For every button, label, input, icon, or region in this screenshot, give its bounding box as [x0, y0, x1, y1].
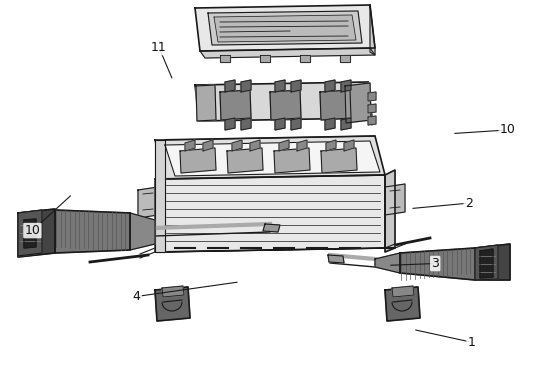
Text: 10: 10 — [25, 224, 40, 237]
Polygon shape — [344, 140, 354, 151]
Polygon shape — [214, 15, 356, 42]
Text: 10: 10 — [500, 123, 516, 137]
Polygon shape — [275, 80, 285, 92]
Polygon shape — [325, 118, 335, 130]
Polygon shape — [208, 11, 362, 45]
Polygon shape — [155, 248, 395, 252]
Polygon shape — [368, 82, 372, 125]
Polygon shape — [275, 118, 285, 130]
Polygon shape — [155, 140, 165, 252]
Polygon shape — [260, 55, 270, 62]
Polygon shape — [385, 170, 395, 252]
Polygon shape — [155, 287, 190, 321]
Polygon shape — [375, 253, 400, 273]
Polygon shape — [180, 148, 216, 173]
Polygon shape — [368, 104, 376, 113]
Text: 2: 2 — [465, 197, 473, 210]
Polygon shape — [385, 287, 420, 321]
Polygon shape — [155, 136, 385, 179]
Polygon shape — [385, 184, 405, 215]
Text: 3: 3 — [431, 257, 439, 270]
Polygon shape — [326, 140, 336, 151]
Polygon shape — [263, 224, 280, 232]
Polygon shape — [321, 148, 357, 173]
Polygon shape — [328, 255, 344, 263]
Polygon shape — [291, 80, 301, 92]
Polygon shape — [55, 210, 130, 253]
Polygon shape — [220, 55, 230, 62]
Polygon shape — [341, 80, 351, 92]
Polygon shape — [279, 140, 289, 151]
Polygon shape — [475, 244, 510, 280]
Polygon shape — [155, 175, 385, 252]
Polygon shape — [370, 5, 375, 55]
Polygon shape — [241, 118, 251, 130]
Polygon shape — [400, 248, 475, 280]
Polygon shape — [185, 140, 195, 151]
Text: 1: 1 — [468, 336, 475, 349]
Polygon shape — [300, 55, 310, 62]
Polygon shape — [340, 55, 350, 62]
Polygon shape — [297, 140, 307, 151]
Polygon shape — [130, 213, 155, 250]
Polygon shape — [232, 140, 242, 151]
Polygon shape — [227, 148, 263, 173]
Polygon shape — [195, 82, 372, 121]
Polygon shape — [345, 83, 371, 123]
Polygon shape — [475, 245, 498, 280]
Polygon shape — [368, 92, 376, 101]
Polygon shape — [274, 148, 310, 173]
Polygon shape — [341, 118, 351, 130]
Polygon shape — [162, 286, 184, 297]
Polygon shape — [165, 141, 380, 176]
Polygon shape — [195, 5, 375, 51]
Text: 11: 11 — [151, 41, 167, 54]
Polygon shape — [203, 140, 213, 151]
Polygon shape — [225, 118, 235, 130]
Polygon shape — [320, 90, 351, 120]
Polygon shape — [368, 116, 376, 125]
Polygon shape — [325, 80, 335, 92]
Polygon shape — [270, 90, 301, 120]
Polygon shape — [225, 80, 235, 92]
Polygon shape — [220, 90, 251, 120]
Polygon shape — [250, 140, 260, 151]
Polygon shape — [196, 85, 216, 121]
Text: 4: 4 — [133, 290, 141, 303]
Polygon shape — [200, 48, 375, 58]
Polygon shape — [24, 219, 36, 248]
Polygon shape — [392, 286, 414, 297]
Polygon shape — [18, 210, 42, 256]
Polygon shape — [138, 187, 158, 218]
Polygon shape — [480, 249, 493, 278]
Polygon shape — [241, 80, 251, 92]
Polygon shape — [18, 209, 55, 257]
Polygon shape — [291, 118, 301, 130]
